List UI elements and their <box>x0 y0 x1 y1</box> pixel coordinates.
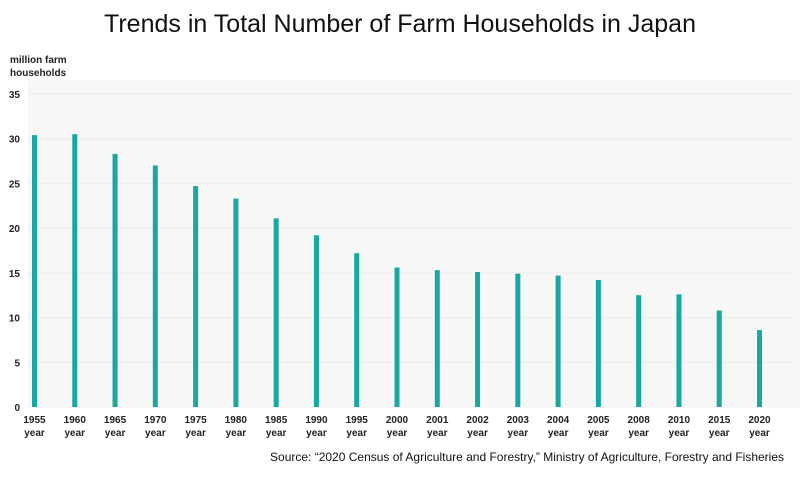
x-category-suffix: year <box>306 428 327 439</box>
x-category-label: 1965 <box>104 415 127 426</box>
bar-2008 <box>636 295 642 407</box>
bar-2004 <box>555 275 561 407</box>
bar-2001 <box>434 270 440 407</box>
x-category-label: 1995 <box>346 415 369 426</box>
x-category-label: 2003 <box>507 415 530 426</box>
x-category-label: 1960 <box>64 415 87 426</box>
y-tick-label: 10 <box>9 314 21 325</box>
x-category-label: 1970 <box>144 415 167 426</box>
x-axis-categories: 1955 year 1960 year 1965 year 1970 year 1975 year… <box>23 415 771 439</box>
x-category-suffix: year <box>588 428 609 439</box>
x-category-suffix: year <box>266 428 287 439</box>
x-category-suffix: year <box>64 428 85 439</box>
x-category-label: 2010 <box>668 415 691 426</box>
plot-background <box>28 80 800 408</box>
x-category-label: 1990 <box>305 415 328 426</box>
x-category-label: 2004 <box>547 415 570 426</box>
chart-title: Trends in Total Number of Farm Household… <box>104 10 696 38</box>
x-category-label: 2015 <box>708 415 731 426</box>
x-category-label: 1975 <box>184 415 207 426</box>
gridlines <box>28 93 792 363</box>
bar-1985 <box>273 218 279 407</box>
x-category-label: 2002 <box>466 415 489 426</box>
bar-1965 <box>112 153 118 407</box>
x-category-label: 1985 <box>265 415 288 426</box>
x-category-suffix: year <box>709 428 730 439</box>
bar-2002 <box>475 271 481 407</box>
x-category-suffix: year <box>226 428 247 439</box>
bar-1960 <box>72 134 78 407</box>
y-tick-label: 35 <box>9 90 21 101</box>
x-category-suffix: year <box>508 428 529 439</box>
x-category-suffix: year <box>467 428 488 439</box>
bar-2005 <box>595 280 601 407</box>
x-category-label: 2000 <box>386 415 409 426</box>
bars <box>32 134 762 407</box>
bar-2015 <box>716 310 722 407</box>
y-tick-label: 30 <box>9 135 21 146</box>
x-category-label: 1980 <box>225 415 248 426</box>
y-axis-unit-line2: households <box>10 68 67 79</box>
x-category-label: 2008 <box>628 415 651 426</box>
x-category-suffix: year <box>628 428 649 439</box>
y-tick-label: 20 <box>9 224 21 235</box>
y-axis-unit-label: million farm households <box>10 54 90 80</box>
bar-1990 <box>313 235 319 407</box>
x-category-suffix: year <box>185 428 206 439</box>
x-category-suffix: year <box>105 428 126 439</box>
bar-2020 <box>757 330 762 407</box>
x-category-suffix: year <box>24 428 45 439</box>
x-category-suffix: year <box>145 428 166 439</box>
bar-2010 <box>676 294 682 407</box>
bar-1975 <box>193 186 199 407</box>
y-tick-label: 25 <box>9 179 21 190</box>
x-category-label: 2005 <box>587 415 610 426</box>
bar-1955 <box>32 135 37 407</box>
x-category-suffix: year <box>548 428 569 439</box>
bar-1980 <box>233 198 239 407</box>
x-category-suffix: year <box>346 428 367 439</box>
bar-2000 <box>394 267 400 407</box>
x-category-label: 1955 <box>23 415 46 426</box>
y-tick-label: 15 <box>9 269 21 280</box>
x-category-label: 2001 <box>426 415 449 426</box>
x-category-suffix: year <box>669 428 690 439</box>
x-category-suffix: year <box>387 428 408 439</box>
bar-1970 <box>152 165 158 407</box>
source-note: Source: “2020 Census of Agriculture and … <box>270 450 784 464</box>
x-category-suffix: year <box>427 428 448 439</box>
x-category-label: 2020 <box>748 415 771 426</box>
bar-1995 <box>354 253 360 407</box>
x-category-suffix: year <box>749 428 770 439</box>
y-tick-label: 0 <box>14 403 20 414</box>
y-axis-ticks: 0 5 10 15 20 25 30 35 <box>9 90 21 414</box>
bar-2003 <box>515 273 521 407</box>
y-axis-unit-line1: million farm <box>10 55 67 66</box>
y-tick-label: 5 <box>14 358 20 369</box>
